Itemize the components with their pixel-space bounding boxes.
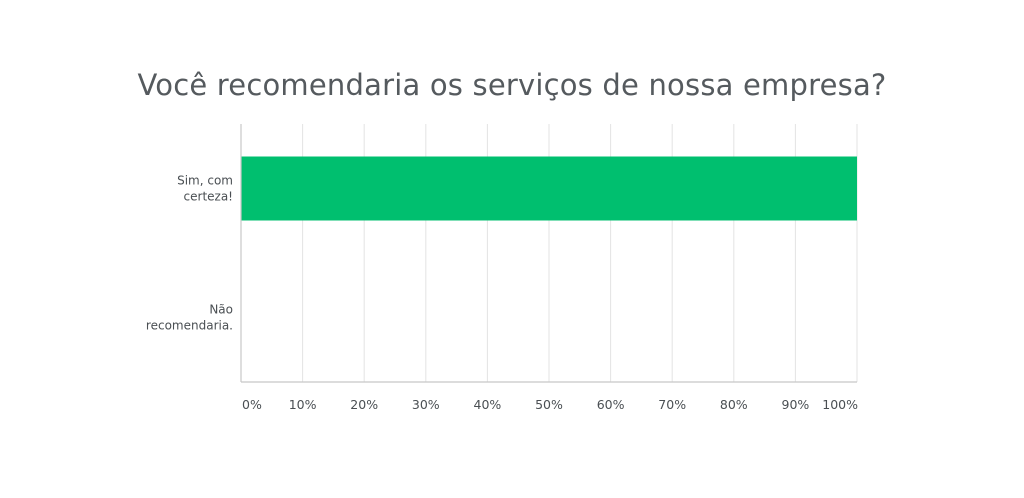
- axes: [240, 124, 857, 383]
- x-tick-label: 60%: [597, 397, 625, 412]
- x-tick-label: 50%: [535, 397, 563, 412]
- chart-title: Você recomendaria os serviços de nossa e…: [137, 68, 887, 102]
- category-label: Sim, com: [177, 174, 233, 188]
- x-tick-label: 0%: [242, 397, 262, 412]
- x-tick-label: 10%: [289, 397, 317, 412]
- x-tick-label: 100%: [822, 397, 858, 412]
- category-label: Não: [209, 303, 233, 317]
- x-tick-labels: 0% 10% 20% 30% 40% 50% 60% 70% 80% 90% 100%: [242, 397, 858, 412]
- bar-0[interactable]: [241, 156, 857, 221]
- x-tick-label: 70%: [658, 397, 686, 412]
- x-tick-label: 90%: [782, 397, 810, 412]
- x-tick-label: 80%: [720, 397, 748, 412]
- x-tick-label: 40%: [474, 397, 502, 412]
- category-label: certeza!: [184, 190, 233, 204]
- category-label: recomendaria.: [146, 319, 233, 333]
- x-tick-label: 30%: [412, 397, 440, 412]
- x-tick-label: 20%: [350, 397, 378, 412]
- bars: [241, 156, 857, 221]
- category-labels: Sim, com certeza! Não recomendaria.: [146, 174, 233, 333]
